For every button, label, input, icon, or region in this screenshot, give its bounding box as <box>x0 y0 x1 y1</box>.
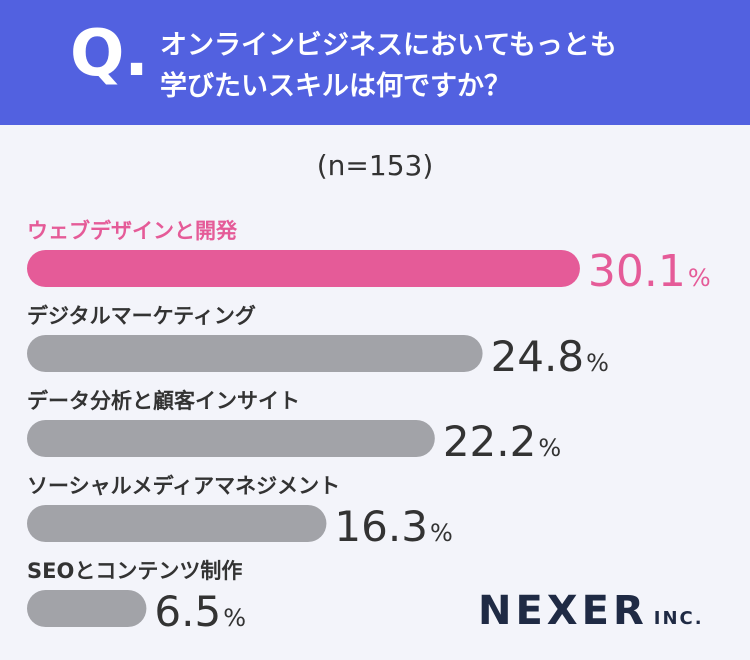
category-label: SEOとコンテンツ制作 <box>27 559 242 583</box>
value-label: 24.8% <box>491 332 609 381</box>
sample-size: (n=153) <box>316 149 434 182</box>
question-line-2: 学びたいスキルは何ですか？ <box>160 71 511 102</box>
q-mark: Q. <box>70 17 149 91</box>
value-label: 22.2% <box>443 417 561 466</box>
category-label: ウェブデザインと開発 <box>27 219 238 243</box>
bar <box>27 250 580 287</box>
bar <box>27 505 327 542</box>
question-line-1: オンラインビジネスにおいてもっとも <box>160 30 617 61</box>
bar <box>27 420 435 457</box>
question-header: Q. オンラインビジネスにおいてもっとも 学びたいスキルは何ですか？ <box>0 0 750 125</box>
bar <box>27 335 483 372</box>
category-label: デジタルマーケティング <box>27 304 256 328</box>
value-label: 16.3% <box>334 502 452 551</box>
logo-sub: INC. <box>653 608 704 629</box>
value-label: 6.5% <box>154 587 246 636</box>
company-logo: NEXER INC. <box>478 591 704 631</box>
value-label: 30.1% <box>588 246 711 297</box>
logo-main: NEXER <box>478 588 648 634</box>
category-label: データ分析と顧客インサイト <box>27 389 300 413</box>
category-label: ソーシャルメディアマネジメント <box>27 474 340 498</box>
bar <box>27 590 147 627</box>
